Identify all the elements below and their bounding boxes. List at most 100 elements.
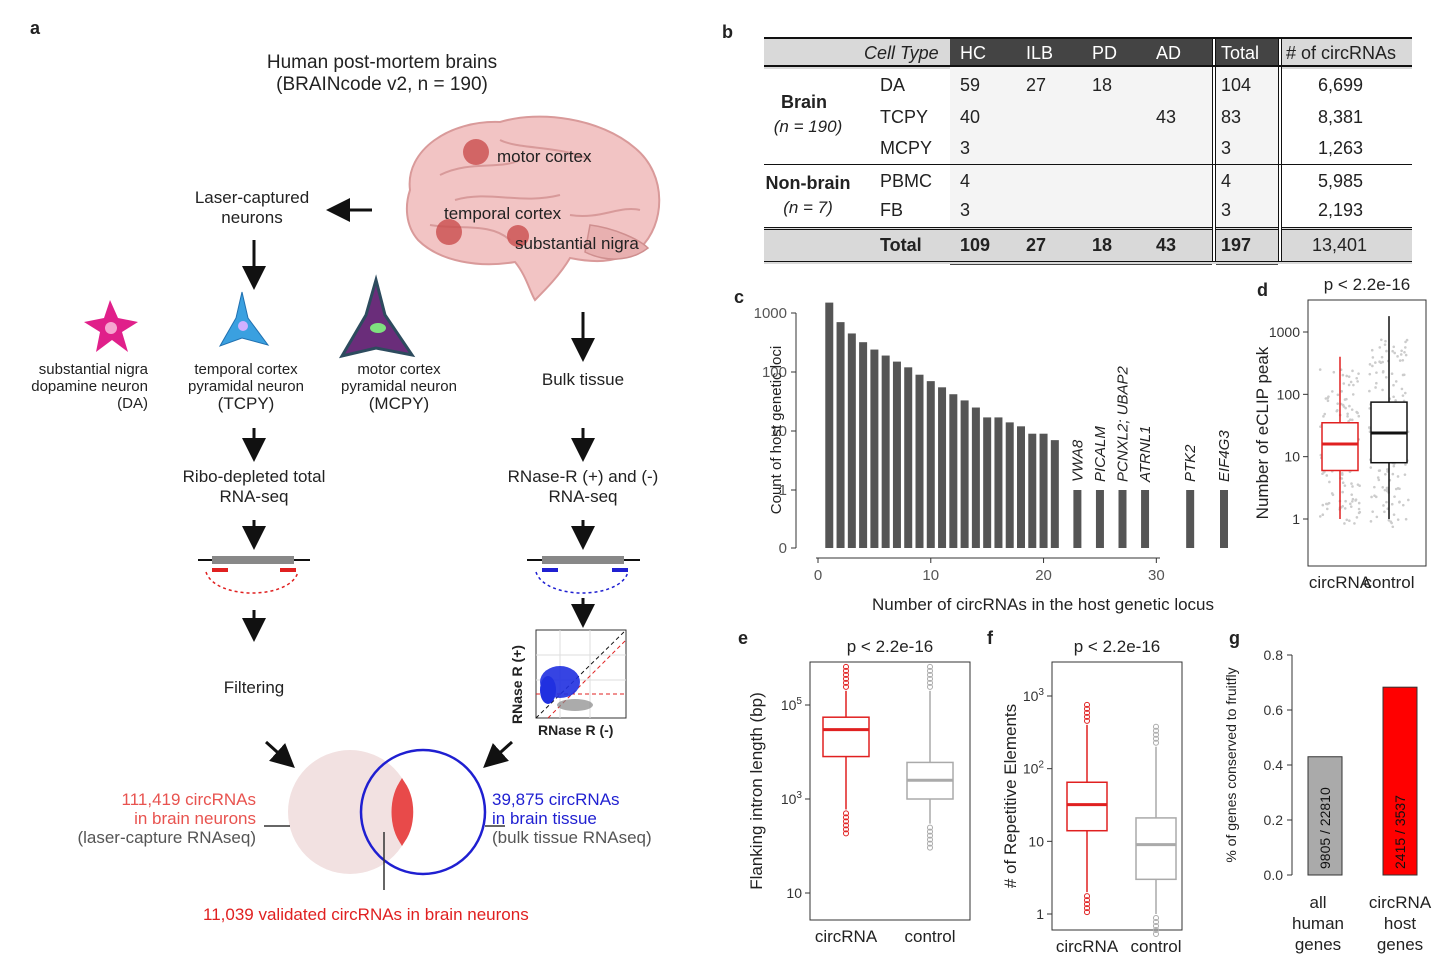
- neuron-da-label: substantial nigra dopamine neuron (DA): [18, 361, 148, 412]
- e-outlier: [843, 663, 849, 670]
- e-outlier: [843, 675, 849, 682]
- c-bar: [847, 333, 856, 548]
- validated-label: 11,039 validated circRNAs in brain neuro…: [203, 905, 529, 924]
- neuron-tcpy-icon: [218, 291, 270, 347]
- total-ilb: 27: [1026, 235, 1047, 255]
- e-outlier: [843, 814, 849, 821]
- d-point: [1348, 418, 1352, 421]
- d-point: [1375, 371, 1378, 374]
- d-point: [1394, 399, 1397, 402]
- d-point: [1380, 338, 1383, 342]
- f-outlier: [1153, 731, 1159, 738]
- table-cell-cell: DA: [880, 75, 906, 95]
- d-point: [1321, 503, 1325, 507]
- c-bar: [983, 417, 992, 548]
- d-point: [1357, 511, 1361, 515]
- g-cat2-line1: circRNA: [1368, 893, 1432, 912]
- f-outlier: [1153, 727, 1159, 734]
- d-point: [1369, 520, 1373, 523]
- c-bar: [938, 387, 947, 548]
- f-outlier: [1084, 713, 1090, 720]
- f-outlier: [1153, 927, 1159, 933]
- d-point: [1321, 513, 1325, 517]
- e-outlier: [927, 836, 933, 843]
- c-x-tick-label: 20: [1035, 567, 1052, 584]
- f-y-tick-label: 102: [1023, 760, 1045, 777]
- d-point: [1399, 353, 1403, 356]
- e-outlier: [843, 683, 849, 690]
- table-cell-ilb: 27: [1026, 75, 1047, 95]
- group-nonbrain: Non-brain: [765, 173, 851, 193]
- left-count-line2: in brain neurons: [134, 809, 256, 828]
- d-point: [1370, 495, 1373, 499]
- d-point: [1400, 349, 1403, 353]
- panel-a-title-1: Human post-mortem brains: [266, 52, 498, 73]
- right-count-line1: 39,875 circRNAs: [492, 790, 620, 809]
- f-outlier: [1084, 901, 1090, 908]
- d-point: [1404, 517, 1408, 521]
- f-box: [1066, 781, 1108, 832]
- e-y-tick-label: 103: [781, 790, 803, 807]
- table-cell-pd: 18: [1092, 75, 1113, 95]
- d-point: [1390, 502, 1394, 506]
- d-point: [1403, 473, 1407, 476]
- f-outlier: [1084, 701, 1090, 708]
- table-cell-hc: 40: [960, 107, 981, 127]
- d-x-label: control: [1363, 573, 1414, 592]
- d-point: [1343, 507, 1347, 510]
- d-point: [1392, 395, 1395, 399]
- d-point: [1336, 393, 1340, 397]
- c-ylabel: Count of host genetic loci: [768, 346, 785, 514]
- d-point: [1384, 375, 1388, 379]
- c-x-tick-label: 30: [1148, 567, 1165, 584]
- d-point: [1342, 405, 1346, 408]
- d-point: [1368, 363, 1372, 366]
- d-point: [1374, 386, 1377, 389]
- d-point: [1348, 404, 1351, 408]
- g-bar: [1382, 686, 1418, 876]
- d-point: [1344, 406, 1347, 410]
- total-circ: 13,401: [1312, 235, 1368, 255]
- f-box: [1135, 817, 1177, 881]
- e-outlier: [927, 840, 933, 847]
- e-outlier: [927, 679, 933, 686]
- venn-diagram: [264, 748, 505, 890]
- e-outlier: [927, 844, 933, 851]
- d-point: [1349, 502, 1352, 506]
- panel-b-letter: b: [722, 22, 733, 42]
- d-point: [1345, 397, 1348, 401]
- left-count-line1: 111,419 circRNAs: [121, 790, 256, 809]
- d-point: [1385, 349, 1388, 353]
- c-bar: [892, 361, 901, 548]
- panel-g-letter: g: [1229, 628, 1240, 648]
- d-point: [1350, 482, 1353, 485]
- d-point: [1356, 380, 1359, 383]
- table-cell-circ: 2,193: [1318, 200, 1364, 220]
- g-bar-label: 2415 / 3537: [1392, 795, 1408, 869]
- table-cell-total: 3: [1221, 200, 1232, 220]
- d-point: [1347, 375, 1351, 378]
- region-nigra-label: substantial nigra: [515, 234, 639, 253]
- f-outlier: [1153, 915, 1159, 921]
- c-bar: [1039, 433, 1048, 548]
- e-ylabel: Flanking intron length (bp): [747, 692, 766, 890]
- d-point: [1330, 492, 1334, 495]
- e-outlier: [843, 810, 849, 817]
- panel-a-letter: a: [30, 18, 41, 38]
- c-bar: [904, 367, 913, 548]
- c-bar: [870, 349, 879, 548]
- group-nonbrain-n: (n = 7): [783, 198, 833, 217]
- circ-diagram-left: [198, 556, 310, 594]
- c-bar: [960, 400, 969, 548]
- c-bar: [881, 355, 890, 548]
- table-cell-circ: 1,263: [1318, 138, 1364, 158]
- d-point: [1386, 470, 1389, 473]
- d-point: [1401, 394, 1405, 397]
- d-point: [1347, 383, 1351, 387]
- d-point: [1404, 340, 1407, 344]
- header-pd: PD: [1092, 43, 1118, 63]
- d-point: [1384, 339, 1387, 343]
- d-point: [1385, 489, 1389, 493]
- f-outlier: [1153, 723, 1159, 730]
- d-x-label: circRNA: [1309, 573, 1372, 592]
